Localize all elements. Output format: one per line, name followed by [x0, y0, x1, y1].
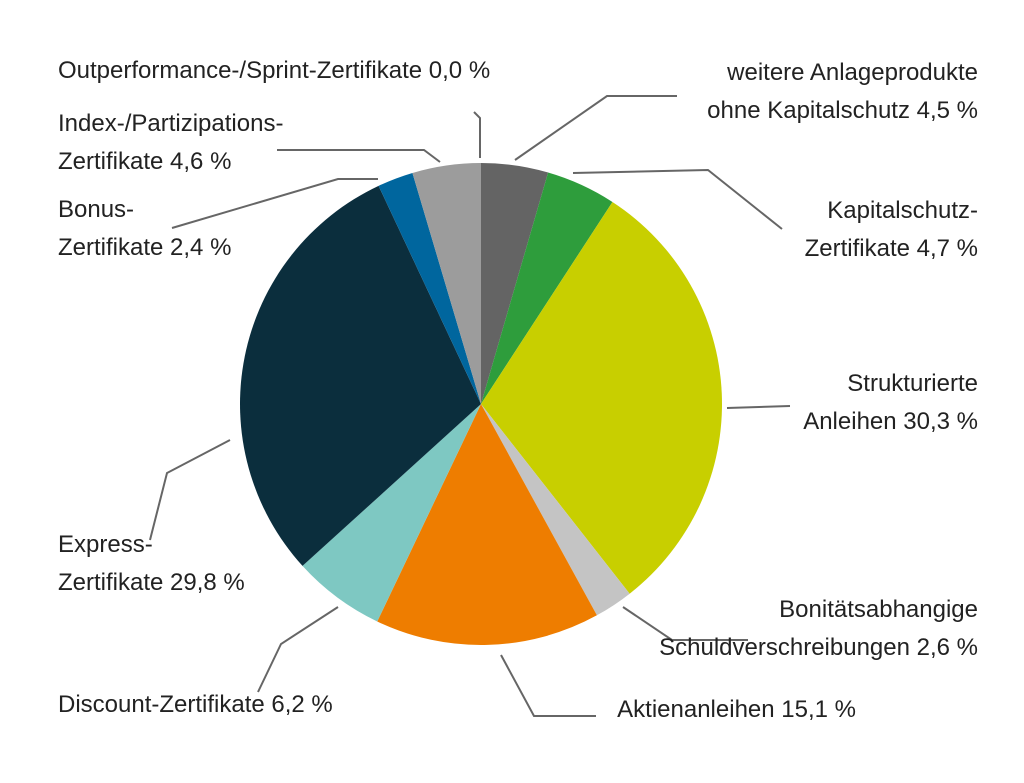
- leader-line-kapitalschutz-zertifikate: [572, 168, 783, 230]
- label-kapitalschutz-zertifikate: Kapitalschutz- Zertifikate 4,7 %: [805, 197, 978, 262]
- leader-line-aktienanleihen: [500, 654, 596, 717]
- slice-discount-zertifikate: [302, 404, 481, 622]
- label-discount-zertifikate: Discount-Zertifikate 6,2 %: [58, 691, 333, 718]
- slice-kapitalschutz-zertifikate: [481, 172, 613, 404]
- leader-line-discount-zertifikate: [257, 606, 339, 693]
- label-line: ohne Kapitalschutz 4,5 %: [707, 97, 978, 124]
- slice-express-zertifikate: [240, 185, 481, 566]
- leader-line-strukturierte-anleihen: [726, 405, 791, 409]
- label-aktienanleihen: Aktienanleihen 15,1 %: [617, 696, 856, 723]
- label-outperformance-sprint-zertifikate: Outperformance-/Sprint-Zertifikate 0,0 %: [58, 57, 490, 84]
- label-weitere-anlageprodukte-ohne-kapitalschutz: weitere Anlageprodukte ohne Kapitalschutz…: [707, 59, 978, 124]
- leader-line-bonitätsabhangige-schuldverschreibungen: [622, 606, 748, 641]
- label-line: Bonitätsabhangige: [779, 596, 978, 623]
- label-line: Strukturierte: [847, 370, 978, 397]
- label-line: Zertifikate 4,6 %: [58, 148, 231, 175]
- label-index-partizipations-zertifikate: Index-/Partizipations- Zertifikate 4,6 %: [58, 110, 283, 175]
- leader-line-express-zertifikate: [149, 439, 231, 541]
- label-line: weitere Anlageprodukte: [726, 59, 978, 86]
- label-line: Index-/Partizipations-: [58, 110, 283, 137]
- label-line: Outperformance-/Sprint-Zertifikate 0,0 %: [58, 57, 490, 84]
- label-express-zertifikate: Express- Zertifikate 29,8 %: [58, 531, 245, 596]
- leader-line-bonus-zertifikate: [171, 178, 378, 229]
- label-line: Zertifikate 4,7 %: [805, 235, 978, 262]
- slice-bonus-zertifikate: [378, 172, 481, 404]
- label-strukturierte-anleihen: Strukturierte Anleihen 30,3 %: [803, 370, 978, 435]
- label-line: Kapitalschutz-: [827, 197, 978, 224]
- label-line: Bonus-: [58, 196, 134, 223]
- label-line: Zertifikate 29,8 %: [58, 569, 245, 596]
- slice-bonitätsabhangige-schuldverschreibungen: [481, 404, 630, 616]
- leader-line-weitere-anlageprodukte-ohne-kapitalschutz: [514, 95, 677, 161]
- label-line: Anleihen 30,3 %: [803, 408, 978, 435]
- label-bonitätsabhangige-schuldverschreibungen: Bonitätsabhangige Schuldverschreibungen 2…: [659, 596, 978, 661]
- slice-weitere-anlageprodukte-ohne-kapitalschutz: [481, 163, 549, 404]
- leader-line-outperformance-sprint-zertifikate: [473, 111, 481, 158]
- label-line: Aktienanleihen 15,1 %: [617, 696, 856, 723]
- slice-strukturierte-anleihen: [481, 202, 723, 594]
- slice-index-partizipations-zertifikate: [412, 163, 481, 404]
- label-line: Schuldverschreibungen 2,6 %: [659, 634, 978, 661]
- slice-aktienanleihen: [377, 404, 597, 646]
- label-line: Express-: [58, 531, 153, 558]
- leader-line-index-partizipations-zertifikate: [277, 149, 441, 163]
- label-bonus-zertifikate: Bonus- Zertifikate 2,4 %: [58, 196, 231, 261]
- label-line: Discount-Zertifikate 6,2 %: [58, 691, 333, 718]
- label-line: Zertifikate 2,4 %: [58, 234, 231, 261]
